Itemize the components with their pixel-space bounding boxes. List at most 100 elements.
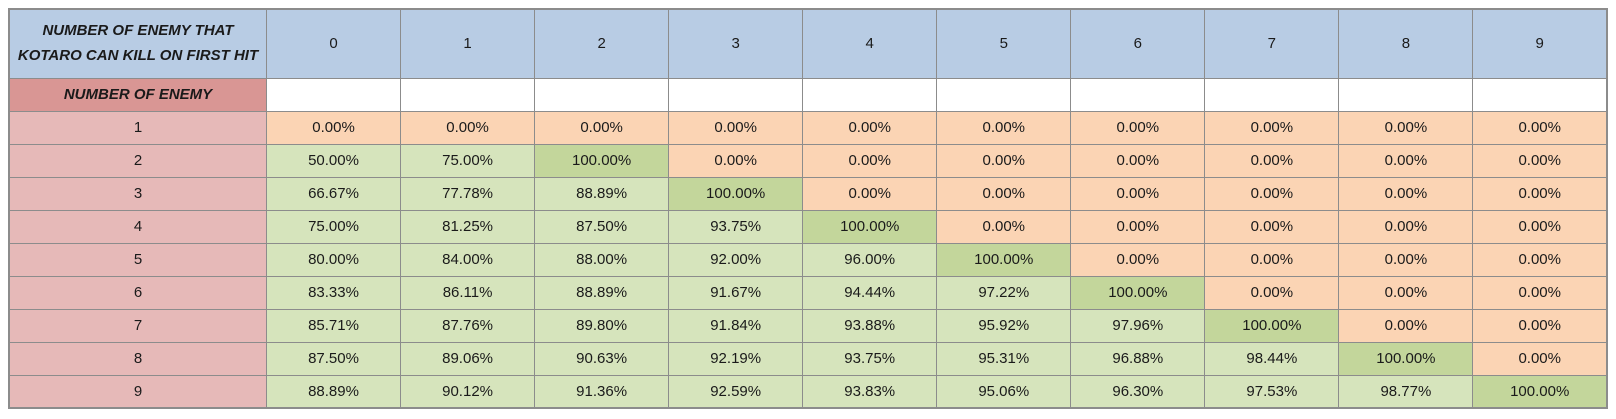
empty-cell [936, 77, 1072, 112]
probability-cell: 0.00% [1338, 209, 1474, 244]
table-row-6: 6 83.33% 86.11% 88.89% 91.67% 94.44% 97.22% 100… [8, 275, 1608, 310]
row-label-cell: 7 [8, 308, 267, 343]
probability-cell: 83.33% [265, 275, 402, 310]
probability-cell: 95.31% [936, 341, 1072, 376]
probability-cell: 0.00% [802, 176, 938, 211]
column-header-1: 1 [400, 8, 536, 79]
probability-cell: 66.67% [265, 176, 402, 211]
row-header-label-cell: NUMBER OF ENEMY [8, 77, 267, 112]
probability-cell: 0.00% [668, 110, 804, 145]
probability-cell: 0.00% [1070, 209, 1206, 244]
probability-cell: 50.00% [265, 143, 402, 178]
probability-cell: 85.71% [265, 308, 402, 343]
probability-cell: 0.00% [1338, 143, 1474, 178]
probability-cell: 0.00% [1472, 110, 1608, 145]
probability-cell: 0.00% [802, 110, 938, 145]
probability-cell: 98.77% [1338, 374, 1474, 409]
probability-cell: 90.12% [400, 374, 536, 409]
probability-cell: 0.00% [936, 176, 1072, 211]
probability-cell: 87.76% [400, 308, 536, 343]
corner-header-cell: NUMBER OF ENEMY THAT KOTARO CAN KILL ON … [8, 8, 267, 79]
probability-cell: 0.00% [534, 110, 670, 145]
probability-cell: 87.50% [534, 209, 670, 244]
probability-cell: 0.00% [1472, 308, 1608, 343]
probability-cell: 0.00% [1338, 242, 1474, 277]
column-header-0: 0 [265, 8, 402, 79]
probability-cell: 0.00% [1070, 110, 1206, 145]
probability-cell: 92.59% [668, 374, 804, 409]
probability-cell: 0.00% [1472, 176, 1608, 211]
table-row-8: 8 87.50% 89.06% 90.63% 92.19% 93.75% 95.31% 96.… [8, 341, 1608, 376]
column-header-8: 8 [1338, 8, 1474, 79]
probability-cell: 77.78% [400, 176, 536, 211]
table-row-3: 3 66.67% 77.78% 88.89% 100.00% 0.00% 0.00% 0.00… [8, 176, 1608, 211]
probability-cell: 100.00% [936, 242, 1072, 277]
row-header-label-row: NUMBER OF ENEMY [8, 77, 1608, 112]
table-row-4: 4 75.00% 81.25% 87.50% 93.75% 100.00% 0.00% 0.0… [8, 209, 1608, 244]
probability-cell: 97.22% [936, 275, 1072, 310]
probability-cell: 0.00% [936, 110, 1072, 145]
probability-cell: 89.80% [534, 308, 670, 343]
probability-cell: 0.00% [1472, 143, 1608, 178]
empty-cell [1204, 77, 1340, 112]
column-header-2: 2 [534, 8, 670, 79]
probability-cell: 0.00% [936, 209, 1072, 244]
table-row-7: 7 85.71% 87.76% 89.80% 91.84% 93.88% 95.92% 97.… [8, 308, 1608, 343]
table-row-2: 2 50.00% 75.00% 100.00% 0.00% 0.00% 0.00% 0.00%… [8, 143, 1608, 178]
row-label-cell: 8 [8, 341, 267, 376]
table-row-9: 9 88.89% 90.12% 91.36% 92.59% 93.83% 95.06% 96.… [8, 374, 1608, 409]
probability-cell: 0.00% [668, 143, 804, 178]
probability-cell: 88.89% [534, 176, 670, 211]
probability-cell: 96.88% [1070, 341, 1206, 376]
probability-cell: 84.00% [400, 242, 536, 277]
probability-cell: 0.00% [1204, 242, 1340, 277]
probability-cell: 0.00% [1070, 242, 1206, 277]
probability-cell: 100.00% [534, 143, 670, 178]
probability-cell: 88.89% [265, 374, 402, 409]
empty-cell [1338, 77, 1474, 112]
column-header-4: 4 [802, 8, 938, 79]
table-body: 1 0.00% 0.00% 0.00% 0.00% 0.00% 0.00% 0.00% 0.00… [8, 110, 1608, 409]
row-label-cell: 6 [8, 275, 267, 310]
row-label-cell: 9 [8, 374, 267, 409]
probability-cell: 0.00% [1472, 275, 1608, 310]
probability-cell: 95.06% [936, 374, 1072, 409]
probability-cell: 100.00% [1070, 275, 1206, 310]
probability-cell: 0.00% [1204, 209, 1340, 244]
probability-cell: 0.00% [1070, 143, 1206, 178]
probability-cell: 0.00% [1472, 341, 1608, 376]
probability-cell: 91.67% [668, 275, 804, 310]
probability-cell: 93.83% [802, 374, 938, 409]
probability-cell: 88.00% [534, 242, 670, 277]
probability-cell: 92.19% [668, 341, 804, 376]
column-header-9: 9 [1472, 8, 1608, 79]
row-label-cell: 4 [8, 209, 267, 244]
probability-cell: 0.00% [1070, 176, 1206, 211]
probability-cell: 0.00% [1472, 209, 1608, 244]
probability-cell: 92.00% [668, 242, 804, 277]
probability-cell: 97.53% [1204, 374, 1340, 409]
probability-cell: 87.50% [265, 341, 402, 376]
probability-cell: 93.75% [802, 341, 938, 376]
probability-cell: 0.00% [1204, 176, 1340, 211]
probability-cell: 0.00% [1204, 143, 1340, 178]
probability-cell: 0.00% [1338, 275, 1474, 310]
empty-cell [400, 77, 536, 112]
column-header-3: 3 [668, 8, 804, 79]
empty-cell [668, 77, 804, 112]
probability-cell: 88.89% [534, 275, 670, 310]
empty-cell [1472, 77, 1608, 112]
probability-cell: 100.00% [802, 209, 938, 244]
probability-cell: 89.06% [400, 341, 536, 376]
probability-cell: 100.00% [1472, 374, 1608, 409]
probability-cell: 93.75% [668, 209, 804, 244]
empty-cell [1070, 77, 1206, 112]
probability-cell: 100.00% [1338, 341, 1474, 376]
probability-cell: 90.63% [534, 341, 670, 376]
column-header-6: 6 [1070, 8, 1206, 79]
probability-cell: 75.00% [400, 143, 536, 178]
column-header-row: NUMBER OF ENEMY THAT KOTARO CAN KILL ON … [8, 8, 1608, 79]
probability-cell: 94.44% [802, 275, 938, 310]
probability-cell: 75.00% [265, 209, 402, 244]
